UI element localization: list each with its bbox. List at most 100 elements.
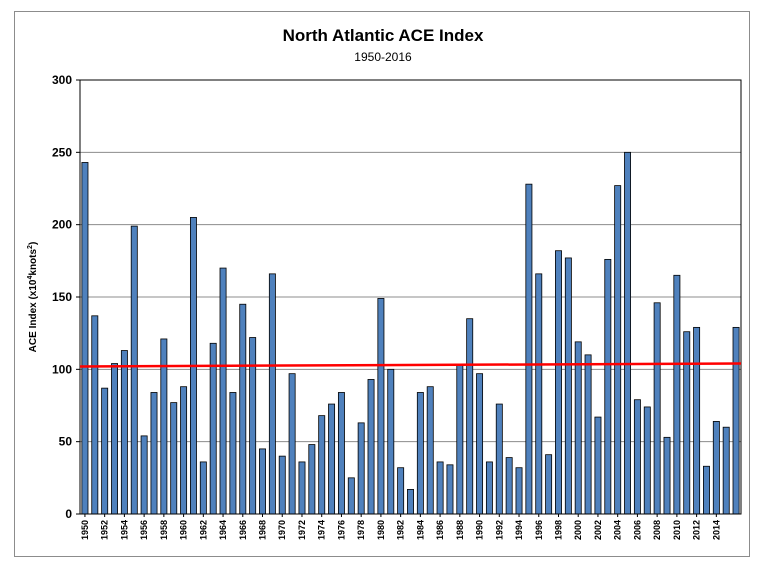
bar-1960 bbox=[180, 386, 188, 515]
bar-2000 bbox=[574, 341, 582, 515]
bar-1951 bbox=[91, 315, 99, 515]
bar-1953 bbox=[111, 363, 118, 515]
bar-2008 bbox=[653, 302, 661, 515]
bar-1991 bbox=[485, 461, 493, 515]
x-tick-label-2002: 2002 bbox=[593, 520, 603, 540]
y-tick-label-0: 0 bbox=[65, 507, 72, 521]
bar-1990 bbox=[476, 373, 484, 515]
axes bbox=[79, 79, 742, 515]
x-tick-label-2014: 2014 bbox=[711, 520, 721, 540]
bar-1972 bbox=[298, 461, 306, 515]
x-tick-label-1956: 1956 bbox=[139, 520, 149, 540]
bar-1965 bbox=[229, 392, 237, 515]
bar-1957 bbox=[150, 392, 158, 515]
bar-2010 bbox=[673, 274, 681, 515]
chart-subtitle: 1950-2016 bbox=[354, 50, 412, 64]
x-tick-label-2004: 2004 bbox=[613, 520, 623, 540]
x-tick-labels: 1950 1952 1954 1956 1958 1960 1962 1964 1966 1968… bbox=[80, 514, 721, 540]
bar-2004 bbox=[614, 185, 622, 515]
x-tick-label-2010: 2010 bbox=[672, 520, 682, 540]
bar-2011 bbox=[683, 331, 691, 515]
x-tick-label-1986: 1986 bbox=[435, 520, 445, 540]
bar-1980 bbox=[377, 298, 385, 515]
bar-1986 bbox=[436, 461, 444, 515]
chart-title: North Atlantic ACE Index bbox=[283, 26, 484, 45]
bar-1975 bbox=[328, 403, 336, 515]
bar-2016 bbox=[732, 326, 740, 515]
x-tick-label-1960: 1960 bbox=[179, 520, 189, 540]
bar-2014 bbox=[712, 421, 720, 515]
bar-1984 bbox=[416, 392, 424, 515]
bar-1996 bbox=[535, 273, 543, 515]
bar-1993 bbox=[505, 457, 513, 515]
bar-1981 bbox=[387, 368, 395, 515]
y-tick-label-50: 50 bbox=[59, 435, 73, 449]
bar-1994 bbox=[515, 467, 523, 515]
bar-1987 bbox=[446, 464, 454, 515]
x-tick-label-1972: 1972 bbox=[297, 520, 307, 540]
x-tick-label-1950: 1950 bbox=[80, 520, 90, 540]
bar-1978 bbox=[357, 422, 365, 515]
y-axis-label: ACE Index (x104knots2) bbox=[27, 242, 39, 353]
bar-1983 bbox=[407, 489, 414, 515]
x-tick-label-1958: 1958 bbox=[159, 520, 169, 540]
bar-1970 bbox=[278, 455, 286, 515]
bar-1988 bbox=[456, 364, 464, 515]
x-tick-label-1992: 1992 bbox=[494, 520, 504, 540]
bar-1974 bbox=[318, 415, 326, 515]
x-tick-label-1978: 1978 bbox=[356, 520, 366, 540]
bar-1989 bbox=[466, 318, 474, 515]
bar-1999 bbox=[564, 257, 572, 515]
y-tick-label-150: 150 bbox=[52, 290, 72, 304]
y-tick-labels: 0 50 100 150 200 250 300 bbox=[52, 73, 72, 521]
x-tick-label-1990: 1990 bbox=[475, 520, 485, 540]
x-tick-label-1954: 1954 bbox=[119, 520, 129, 540]
x-tick-label-1984: 1984 bbox=[415, 520, 425, 540]
y-tick-label-200: 200 bbox=[52, 218, 72, 232]
bar-1954 bbox=[120, 350, 128, 515]
y-tick-label-250: 250 bbox=[52, 145, 72, 159]
bar-1977 bbox=[347, 477, 355, 515]
bar-1997 bbox=[545, 454, 553, 515]
bar-1966 bbox=[239, 303, 247, 515]
x-tick-label-1988: 1988 bbox=[455, 520, 465, 540]
x-tick-label-1970: 1970 bbox=[277, 520, 287, 540]
x-tick-label-1966: 1966 bbox=[238, 520, 248, 540]
bar-1979 bbox=[367, 379, 375, 515]
bars bbox=[81, 151, 740, 515]
bar-1969 bbox=[268, 273, 276, 515]
x-tick-label-1976: 1976 bbox=[336, 520, 346, 540]
bar-1952 bbox=[101, 387, 109, 515]
trend-line-path bbox=[79, 362, 742, 368]
x-tick-label-1980: 1980 bbox=[376, 520, 386, 540]
x-tick-label-2008: 2008 bbox=[652, 520, 662, 540]
bar-1956 bbox=[140, 435, 148, 515]
y-tick-label-100: 100 bbox=[52, 362, 72, 376]
bar-1985 bbox=[426, 386, 434, 515]
x-tick-label-2012: 2012 bbox=[692, 520, 702, 540]
x-tick-label-1982: 1982 bbox=[396, 520, 406, 540]
bar-2002 bbox=[594, 416, 602, 515]
bar-2009 bbox=[663, 436, 671, 515]
bar-1992 bbox=[495, 403, 503, 515]
bar-2006 bbox=[633, 399, 641, 515]
bar-1964 bbox=[219, 267, 227, 515]
bar-2012 bbox=[693, 326, 701, 515]
x-tick-label-1994: 1994 bbox=[514, 520, 524, 540]
bar-2015 bbox=[722, 426, 730, 515]
bar-2007 bbox=[643, 406, 651, 515]
bar-2001 bbox=[584, 354, 592, 515]
x-tick-label-1974: 1974 bbox=[317, 520, 327, 540]
bar-1959 bbox=[170, 402, 178, 515]
x-tick-label-1968: 1968 bbox=[258, 520, 268, 540]
x-tick-label-1996: 1996 bbox=[534, 520, 544, 540]
x-tick-label-1964: 1964 bbox=[218, 520, 228, 540]
x-tick-label-1952: 1952 bbox=[100, 520, 110, 540]
bar-1955 bbox=[130, 225, 138, 515]
bar-1968 bbox=[259, 448, 266, 515]
bar-1995 bbox=[525, 183, 533, 515]
plot-area-border bbox=[79, 79, 742, 515]
bar-1962 bbox=[199, 461, 207, 515]
x-tick-label-2000: 2000 bbox=[573, 520, 583, 540]
